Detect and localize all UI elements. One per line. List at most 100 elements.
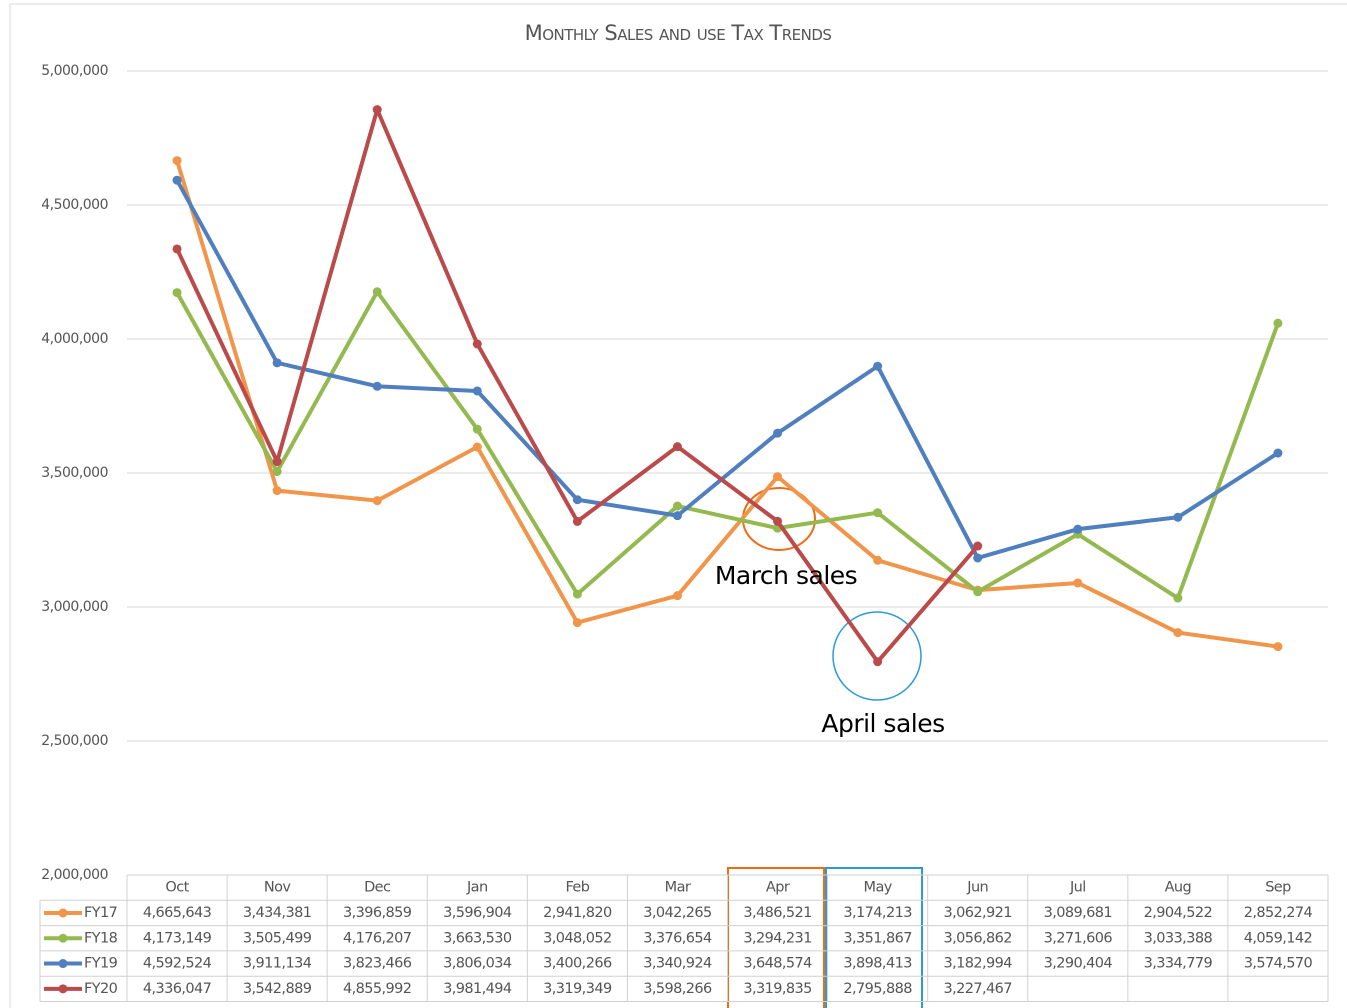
table-value: 3,486,521	[743, 905, 811, 921]
data-point	[773, 472, 783, 482]
annotation: March sales	[715, 561, 857, 590]
table-value: 3,340,924	[643, 956, 712, 972]
data-point	[1273, 642, 1283, 652]
series-line	[175, 289, 1280, 601]
data-point	[372, 105, 382, 115]
table-value: 3,033,388	[1144, 930, 1213, 946]
data-point	[472, 339, 482, 349]
data-point	[272, 486, 282, 496]
table-value: 2,852,274	[1244, 905, 1313, 921]
series-line	[175, 107, 980, 664]
table-value: 3,271,606	[1044, 930, 1113, 946]
highlight-box	[825, 867, 923, 1008]
chart-frame	[9, 3, 1347, 1008]
data-point	[873, 555, 883, 565]
table-value: 4,855,992	[343, 981, 411, 997]
data-point	[472, 424, 482, 434]
data-point	[873, 508, 883, 518]
data-point	[1173, 628, 1183, 638]
data-point	[172, 175, 182, 185]
data-point	[1273, 448, 1283, 458]
data-point	[973, 541, 983, 551]
table-value: 3,062,921	[944, 905, 1012, 921]
legend-key-marker	[58, 908, 68, 918]
series-line	[175, 160, 1279, 649]
table-value: 4,665,643	[143, 905, 212, 921]
table-value: 3,898,413	[843, 956, 912, 972]
table-value: 3,505,499	[243, 930, 312, 946]
table-value: 3,334,779	[1144, 956, 1213, 972]
data-point	[572, 516, 582, 526]
table-value: 3,806,034	[443, 956, 512, 972]
table-value: 3,376,654	[643, 930, 712, 946]
table-value: 3,648,574	[743, 956, 812, 972]
legend-key-marker	[58, 959, 68, 969]
series-line	[175, 179, 1280, 560]
x-tick-label: Aug	[1165, 880, 1192, 896]
data-point	[1173, 593, 1183, 603]
x-tick-label: Feb	[565, 880, 589, 896]
data-point	[1273, 318, 1283, 328]
legend-key-marker	[58, 984, 68, 994]
table-value: 3,319,349	[543, 981, 612, 997]
y-tick-label: 3,000,000	[41, 599, 108, 615]
data-point	[672, 501, 682, 511]
data-point	[1073, 578, 1083, 588]
y-tick-label: 5,000,000	[41, 63, 108, 79]
data-point	[172, 156, 182, 166]
table-value: 3,056,862	[944, 930, 1012, 946]
data-point	[272, 467, 282, 477]
data-point	[372, 287, 382, 297]
y-tick-label: 2,500,000	[41, 733, 108, 749]
table-value: 3,174,213	[843, 905, 912, 921]
legend-label: FY19	[84, 956, 118, 972]
table-value: 3,294,231	[743, 930, 811, 946]
data-point	[672, 591, 682, 601]
legend-label: FY17	[84, 905, 117, 921]
data-point	[1173, 512, 1183, 522]
legend-label: FY20	[84, 981, 118, 997]
x-tick-label: Oct	[165, 880, 189, 896]
data-point	[572, 495, 582, 505]
table-value: 3,048,052	[543, 930, 611, 946]
data-point	[672, 442, 682, 452]
table-value: 2,904,522	[1144, 905, 1212, 921]
legend-key-marker	[58, 933, 68, 943]
x-tick-label: Nov	[264, 880, 292, 896]
table-value: 3,400,266	[543, 956, 612, 972]
data-point	[973, 553, 983, 563]
data-point	[472, 386, 482, 396]
data-point	[172, 244, 182, 254]
table-value: 3,434,381	[243, 905, 311, 921]
table-value: 3,911,134	[243, 956, 312, 972]
table-value: 4,059,142	[1244, 930, 1312, 946]
data-point	[572, 618, 582, 628]
table-value: 3,319,835	[743, 981, 811, 997]
data-point	[672, 511, 682, 521]
data-point	[1073, 524, 1083, 534]
legend-label: FY18	[84, 930, 118, 946]
data-point	[372, 496, 382, 506]
y-tick-label: 2,000,000	[41, 867, 108, 883]
table-value: 3,596,904	[443, 905, 512, 921]
table-value: 3,598,266	[643, 981, 712, 997]
x-tick-label: Jun	[966, 880, 988, 896]
table-value: 3,823,466	[343, 956, 412, 972]
table-value: 3,663,530	[443, 930, 512, 946]
x-tick-label: Jan	[466, 880, 488, 896]
table-value: 3,290,404	[1044, 956, 1113, 972]
table-value: 2,941,820	[543, 905, 612, 921]
y-tick-label: 4,500,000	[41, 197, 108, 213]
data-point	[472, 442, 482, 452]
data-point	[272, 457, 282, 467]
y-tick-label: 3,500,000	[41, 465, 108, 481]
x-tick-label: Apr	[766, 880, 790, 896]
y-tick-label: 4,000,000	[41, 331, 108, 347]
table-value: 2,795,888	[843, 981, 912, 997]
table-value: 4,592,524	[143, 956, 212, 972]
data-point	[773, 428, 783, 438]
x-tick-label: Sep	[1265, 880, 1291, 896]
table-value: 3,396,859	[343, 905, 412, 921]
x-tick-label: Jul	[1069, 880, 1086, 896]
